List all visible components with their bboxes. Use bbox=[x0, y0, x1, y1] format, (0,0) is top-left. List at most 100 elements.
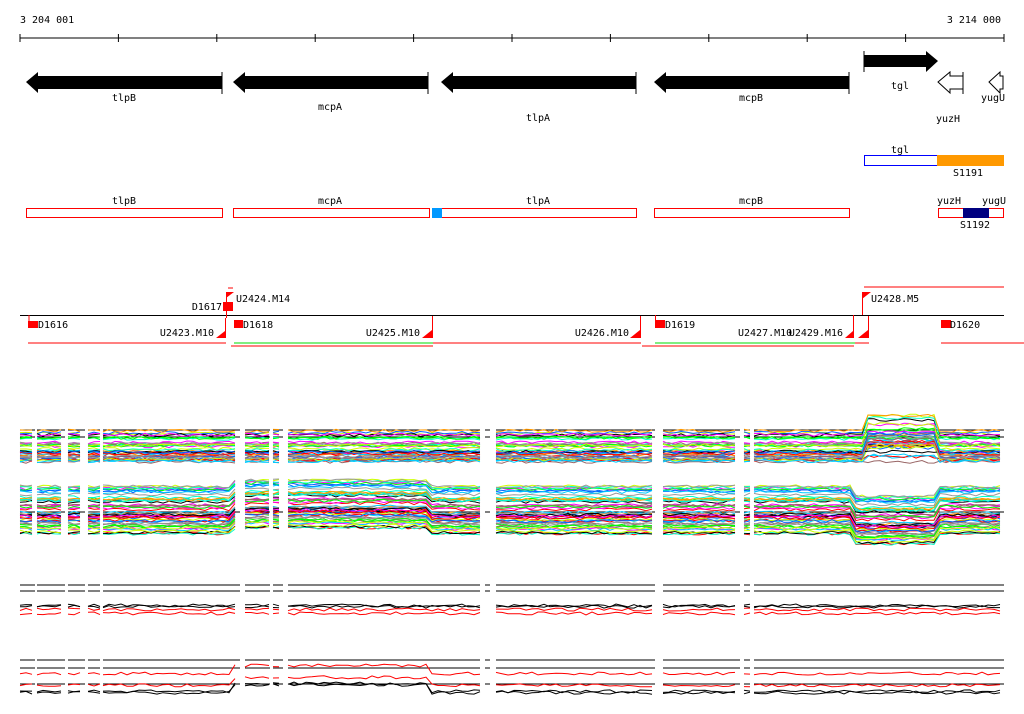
expression-profile bbox=[244, 684, 270, 687]
expression-profile bbox=[244, 502, 270, 506]
expression-profile bbox=[287, 457, 481, 462]
expression-profile bbox=[743, 605, 751, 608]
expression-profile bbox=[87, 689, 101, 693]
expression-profile bbox=[87, 526, 101, 530]
feature-track: D1616 D1617 U2424.M14 U2423.M10 D1618 U2… bbox=[20, 286, 1024, 347]
expression-profile bbox=[36, 497, 62, 500]
segment-S1192[interactable] bbox=[963, 208, 989, 218]
gene-mcpB[interactable]: mcpB bbox=[654, 72, 850, 104]
expression-profile bbox=[19, 517, 33, 520]
gene-yugU[interactable]: yugU bbox=[981, 70, 1005, 104]
feature-D1618[interactable]: D1618 bbox=[234, 320, 273, 331]
expression-profile bbox=[68, 495, 81, 500]
feature-U2426[interactable]: U2426.M10 bbox=[575, 316, 641, 339]
expression-profile bbox=[287, 515, 481, 526]
expression-profile bbox=[743, 442, 751, 444]
feature-D1619[interactable]: D1619 bbox=[655, 315, 695, 331]
expression-profile bbox=[288, 499, 481, 510]
segment-S1191[interactable] bbox=[937, 155, 1004, 166]
expression-profile bbox=[287, 432, 481, 437]
expression-profile bbox=[662, 455, 736, 460]
segment-box-tlpB[interactable] bbox=[26, 208, 223, 218]
expression-profile bbox=[287, 524, 481, 535]
expression-profile bbox=[662, 521, 736, 526]
expression-profile bbox=[102, 510, 236, 519]
expression-profile bbox=[87, 499, 101, 504]
expression-profile bbox=[244, 508, 270, 512]
expression-profile bbox=[87, 505, 101, 508]
expression-profile bbox=[87, 522, 101, 526]
gene-tlpA[interactable]: tlpA bbox=[441, 72, 637, 124]
gene-label: tlpA bbox=[526, 113, 550, 124]
expression-profile bbox=[67, 512, 81, 516]
expression-profile bbox=[272, 484, 280, 487]
gene-label: mcpA bbox=[318, 102, 342, 113]
expression-profile bbox=[753, 611, 1001, 616]
gene-tgl[interactable]: tgl bbox=[863, 51, 938, 92]
gene-yuzH[interactable]: yuzH bbox=[936, 70, 964, 125]
expression-profile bbox=[36, 505, 62, 509]
expression-profile bbox=[67, 607, 81, 610]
expression-profile bbox=[102, 522, 236, 530]
expression-profile bbox=[87, 452, 101, 456]
expression-profile bbox=[36, 429, 62, 433]
expression-profile bbox=[272, 432, 280, 435]
expression-profile bbox=[753, 505, 1001, 520]
expression-profile bbox=[87, 530, 101, 535]
expression-profile bbox=[662, 504, 736, 509]
expression-profile bbox=[743, 489, 751, 492]
expression-profile bbox=[245, 612, 270, 615]
expression-profile bbox=[102, 491, 236, 501]
expression-profile bbox=[67, 672, 81, 676]
expression-profile bbox=[103, 452, 235, 456]
feature-D1616[interactable]: D1616 bbox=[28, 315, 68, 331]
expression-profile bbox=[36, 490, 62, 494]
expression-profile bbox=[753, 435, 1001, 446]
segment-box-tlpA[interactable] bbox=[432, 208, 637, 218]
expression-profile bbox=[244, 460, 270, 463]
feature-label: U2426.M10 bbox=[575, 328, 629, 339]
gene-mcpA[interactable]: mcpA bbox=[233, 72, 429, 113]
expression-profile bbox=[102, 488, 236, 497]
expression-profile bbox=[272, 441, 280, 444]
feature-U2427[interactable]: U2427.M10 bbox=[738, 328, 792, 339]
expression-profile bbox=[244, 494, 270, 497]
expression-profile bbox=[19, 690, 33, 695]
feature-D1617[interactable]: D1617 bbox=[192, 302, 233, 313]
feature-U2424[interactable]: U2424.M14 bbox=[226, 292, 290, 318]
segment-box-mcpB[interactable] bbox=[654, 208, 850, 218]
feature-U2425[interactable]: U2425.M10 bbox=[366, 316, 433, 339]
expression-profile bbox=[753, 516, 1001, 530]
expression-profile bbox=[743, 511, 751, 514]
expression-profile bbox=[36, 527, 61, 530]
expression-profile bbox=[495, 525, 653, 530]
expression-profile bbox=[272, 526, 280, 529]
expression-profile bbox=[67, 433, 81, 437]
expression-profile bbox=[67, 436, 81, 440]
expression-profile bbox=[272, 444, 280, 447]
feature-U2423[interactable]: U2423.M10 bbox=[160, 318, 226, 339]
gene-tlpB[interactable]: tlpB bbox=[26, 72, 223, 104]
expression-profile bbox=[753, 422, 1001, 448]
expression-profile bbox=[102, 519, 236, 529]
expression-profile bbox=[743, 689, 751, 692]
expression-profile bbox=[272, 603, 280, 607]
expression-profile bbox=[743, 505, 751, 509]
segment-box-mcpA[interactable] bbox=[233, 208, 430, 218]
expression-profile bbox=[88, 495, 101, 498]
expression-profile bbox=[287, 435, 481, 440]
feature-label: D1620 bbox=[950, 320, 980, 331]
expression-profile bbox=[753, 449, 1001, 454]
feature-U2429[interactable]: U2429.M16 bbox=[789, 315, 854, 339]
expression-profile bbox=[495, 505, 653, 509]
feature-U2428[interactable]: U2428.M5 bbox=[862, 292, 919, 315]
expression-profile bbox=[495, 603, 653, 608]
feature-label: U2428.M5 bbox=[871, 294, 919, 305]
expression-profile bbox=[662, 442, 736, 446]
expression-profile bbox=[102, 436, 236, 440]
expression-profile bbox=[102, 483, 236, 492]
expression-profile bbox=[102, 603, 236, 608]
segment-box-tgl[interactable] bbox=[864, 155, 938, 166]
expression-track-4 bbox=[19, 659, 1004, 695]
feature-D1620[interactable]: D1620 bbox=[941, 320, 980, 331]
